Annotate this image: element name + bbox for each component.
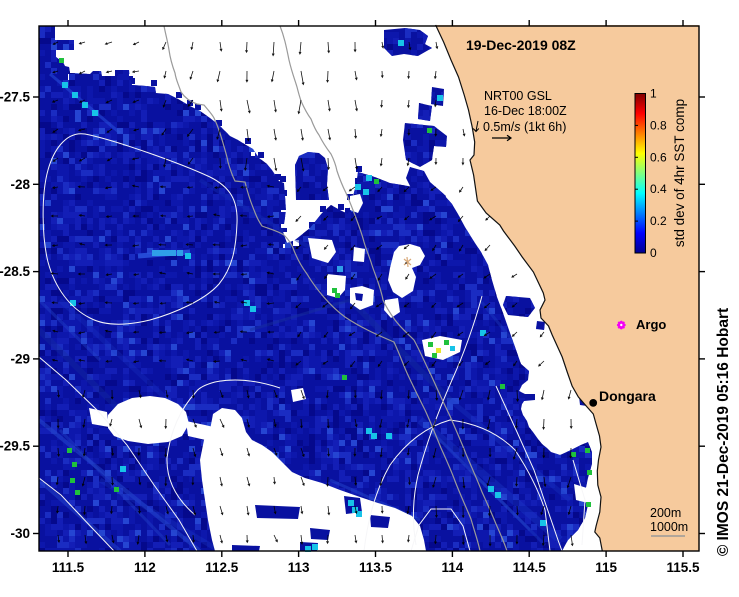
svg-text:0.6: 0.6: [650, 150, 667, 164]
svg-text:115.5: 115.5: [666, 560, 700, 575]
svg-text:114.5: 114.5: [513, 560, 547, 575]
svg-text:19-Dec-2019 08Z: 19-Dec-2019 08Z: [466, 37, 576, 53]
svg-text:0.5m/s (1kt 6h): 0.5m/s (1kt 6h): [483, 120, 566, 134]
svg-text:114: 114: [442, 560, 464, 575]
svg-text:Argo: Argo: [636, 317, 666, 332]
svg-text:115: 115: [595, 560, 617, 575]
svg-text:200m: 200m: [650, 506, 681, 520]
svg-text:112: 112: [134, 560, 156, 575]
svg-text:0.4: 0.4: [650, 182, 667, 196]
svg-text:-28: -28: [10, 177, 30, 192]
svg-text:0.2: 0.2: [650, 214, 667, 228]
svg-text:-30: -30: [10, 526, 30, 541]
svg-text:1000m: 1000m: [650, 520, 688, 534]
svg-text:Dongara: Dongara: [599, 388, 656, 404]
svg-text:© IMOS 21-Dec-2019 05:16 Hobar: © IMOS 21-Dec-2019 05:16 Hobart: [715, 308, 732, 556]
svg-text:0.8: 0.8: [650, 118, 667, 132]
svg-text:-29.5: -29.5: [0, 439, 30, 454]
svg-text:0: 0: [650, 246, 657, 260]
svg-text:NRT00 GSL: NRT00 GSL: [484, 89, 552, 103]
svg-text:std dev of 4hr SST comp: std dev of 4hr SST comp: [672, 99, 687, 247]
svg-text:111.5: 111.5: [52, 560, 85, 575]
svg-text:-28.5: -28.5: [0, 264, 30, 279]
svg-text:-27.5: -27.5: [0, 90, 30, 105]
svg-text:-29: -29: [10, 351, 30, 366]
svg-text:112.5: 112.5: [205, 560, 239, 575]
svg-text:1: 1: [650, 87, 657, 101]
svg-text:113.5: 113.5: [359, 560, 393, 575]
svg-text:16-Dec 18:00Z: 16-Dec 18:00Z: [484, 104, 567, 118]
svg-text:113: 113: [288, 560, 310, 575]
